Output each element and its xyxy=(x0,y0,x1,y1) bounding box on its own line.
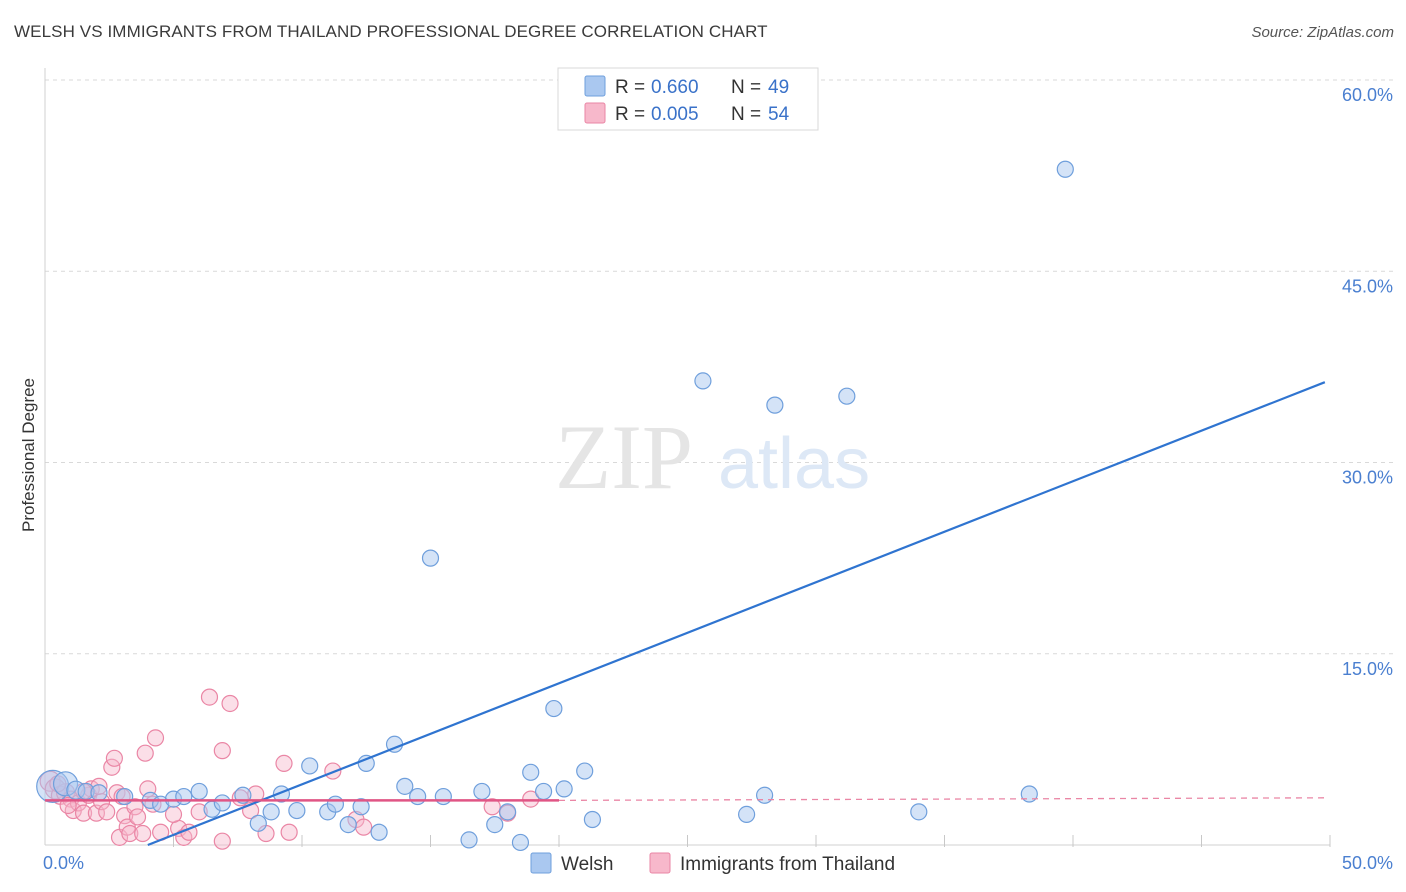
legend-n-value-thai: 54 xyxy=(768,104,790,125)
trend-lines xyxy=(45,381,1326,847)
legend-n-label-welsh: N = xyxy=(731,77,761,98)
welsh-point xyxy=(249,814,267,832)
thai-point xyxy=(200,688,219,706)
bottom-legend-thai: Immigrants from Thailand xyxy=(680,854,895,875)
legend-r-value-welsh: 0.660 xyxy=(651,77,699,98)
welsh-point xyxy=(576,762,594,780)
welsh-point xyxy=(175,787,193,806)
thai-point xyxy=(128,808,147,826)
y-tick-label: 60.0% xyxy=(1342,85,1393,105)
legend-box: R = 0.660 N = 49 R = 0.005 N = 54 xyxy=(557,67,819,131)
legend-r-label-thai: R = xyxy=(615,104,645,125)
welsh-point xyxy=(522,763,540,781)
thai-point xyxy=(136,744,154,762)
welsh-point xyxy=(738,805,756,824)
welsh-point xyxy=(288,801,306,820)
welsh-point xyxy=(339,815,357,834)
thai-point xyxy=(213,832,231,850)
legend-swatch-thai xyxy=(584,102,606,124)
thai-point xyxy=(74,804,93,822)
welsh-point xyxy=(511,833,530,852)
welsh-point xyxy=(473,782,491,801)
thai-trend-extension xyxy=(558,797,1325,802)
thai-point xyxy=(324,762,342,780)
welsh-point xyxy=(545,699,563,718)
thai-point xyxy=(483,798,501,816)
thai-point xyxy=(134,824,152,843)
welsh-point xyxy=(694,372,712,390)
legend-swatch-welsh xyxy=(584,75,606,97)
welsh-point xyxy=(766,396,784,414)
welsh-point xyxy=(301,757,319,775)
source-label: Source: ZipAtlas.com xyxy=(1251,24,1394,41)
welsh-point xyxy=(434,787,452,806)
welsh-point xyxy=(190,782,208,801)
thai-points xyxy=(39,688,540,850)
welsh-point xyxy=(838,387,856,405)
welsh-point xyxy=(534,782,553,801)
welsh-point xyxy=(370,823,388,841)
x-tick-label: 0.0% xyxy=(43,853,84,873)
thai-point xyxy=(355,818,373,836)
welsh-point xyxy=(910,803,928,821)
thai-point xyxy=(126,798,144,816)
welsh-point xyxy=(421,549,440,567)
legend-r-label-welsh: R = xyxy=(615,77,645,98)
bottom-legend-swatch-welsh xyxy=(530,852,552,874)
thai-point xyxy=(275,754,293,773)
welsh-point xyxy=(326,795,345,813)
thai-point xyxy=(213,742,231,760)
y-axis-label: Professional Degree xyxy=(19,378,38,532)
thai-point xyxy=(121,824,139,843)
grid xyxy=(45,79,1395,655)
axes xyxy=(44,68,1331,847)
thai-point xyxy=(98,803,116,821)
welsh-point xyxy=(213,794,231,812)
welsh-point xyxy=(116,787,134,806)
welsh-point xyxy=(1056,160,1074,178)
welsh-point xyxy=(583,810,602,829)
thai-point xyxy=(280,823,298,841)
bottom-legend-welsh: Welsh xyxy=(561,854,613,875)
y-tick-label: 15.0% xyxy=(1342,659,1393,679)
welsh-point xyxy=(409,787,427,806)
thai-point xyxy=(105,749,123,767)
legend-r-value-thai: 0.005 xyxy=(651,104,699,125)
welsh-point xyxy=(262,803,280,821)
welsh-point xyxy=(486,815,504,834)
welsh-point xyxy=(499,803,517,821)
thai-point xyxy=(221,694,239,713)
legend-n-label-thai: N = xyxy=(731,104,761,125)
welsh-point xyxy=(90,784,108,802)
welsh-trend-line xyxy=(147,381,1326,847)
tick-labels: 15.0% 30.0% 45.0% 60.0% 0.0% 50.0% xyxy=(43,85,1393,873)
watermark-atlas: atlas xyxy=(718,424,870,504)
welsh-point xyxy=(460,831,478,849)
welsh-point xyxy=(1020,785,1038,803)
watermark-zip: ZIP xyxy=(555,406,693,508)
watermark: ZIP atlas xyxy=(555,406,870,508)
legend-n-value-welsh: 49 xyxy=(768,77,789,98)
x-tick-label: 50.0% xyxy=(1342,853,1393,873)
y-tick-label: 30.0% xyxy=(1342,468,1393,488)
chart-title: WELSH VS IMMIGRANTS FROM THAILAND PROFES… xyxy=(14,22,768,41)
welsh-point xyxy=(352,798,370,816)
welsh-point xyxy=(555,780,573,798)
welsh-point xyxy=(396,777,414,795)
bottom-legend: Welsh Immigrants from Thailand xyxy=(530,852,895,875)
welsh-point xyxy=(755,786,774,804)
y-tick-label: 45.0% xyxy=(1342,276,1393,296)
thai-point xyxy=(146,729,165,747)
bottom-legend-swatch-thai xyxy=(649,852,671,874)
welsh-points xyxy=(36,160,1074,852)
